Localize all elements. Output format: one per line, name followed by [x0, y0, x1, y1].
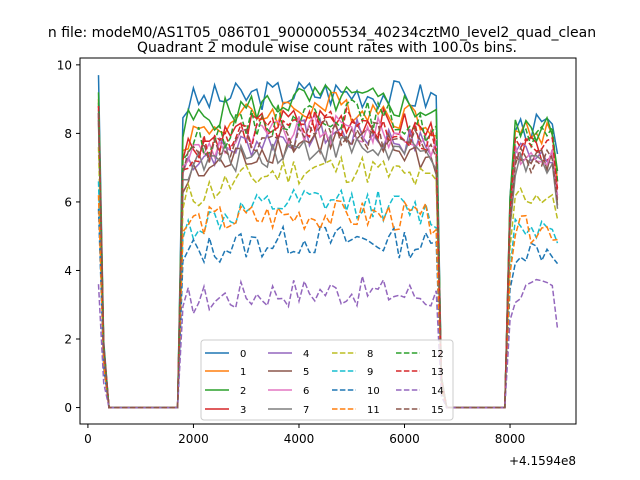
- x-tick-label-0: 0: [84, 432, 92, 446]
- legend-item-12: 12: [396, 349, 444, 360]
- x-tick-label-6000: 6000: [389, 432, 420, 446]
- y-tick-label-6: 6: [64, 195, 72, 209]
- legend-label-5: 5: [303, 367, 309, 378]
- axes-frame: [79, 57, 577, 425]
- legend-label-6: 6: [303, 386, 309, 397]
- legend-label-7: 7: [303, 405, 309, 416]
- x-tick-label-2000: 2000: [178, 432, 209, 446]
- legend-label-14: 14: [431, 386, 444, 397]
- legend-item-2: 2: [205, 386, 246, 397]
- y-tick-label-2: 2: [64, 333, 72, 347]
- figure-suptitle: n file: modeM0/AS1T05_086T01_9000005534_…: [48, 25, 596, 41]
- x-tick-label-4000: 4000: [284, 432, 315, 446]
- x-offset-label: +4.1594e8: [509, 454, 576, 468]
- legend-label-9: 9: [367, 367, 373, 378]
- y-tick-label-8: 8: [64, 127, 72, 141]
- legend-item-0: 0: [205, 349, 246, 360]
- legend-frame: [200, 339, 454, 421]
- legend-label-4: 4: [303, 349, 309, 360]
- legend-label-0: 0: [240, 349, 246, 360]
- x-axis: 0 2000 4000 6000 8000: [84, 424, 525, 446]
- legend-label-10: 10: [367, 386, 380, 397]
- legend-item-11: 11: [332, 405, 380, 416]
- legend-label-3: 3: [240, 405, 246, 416]
- series-layer: [97, 75, 559, 409]
- y-tick-label-10: 10: [57, 58, 72, 72]
- legend-label-12: 12: [431, 349, 444, 360]
- legend-item-15: 15: [396, 405, 444, 416]
- chart-title: Quadrant 2 module wise count rates with …: [137, 40, 517, 56]
- legend-item-1: 1: [205, 367, 246, 378]
- legend-label-15: 15: [431, 405, 444, 416]
- y-tick-label-0: 0: [64, 401, 72, 415]
- legend-item-9: 9: [332, 367, 373, 378]
- legend-label-2: 2: [240, 386, 246, 397]
- series-line-15: [97, 112, 559, 409]
- legend-item-8: 8: [332, 349, 373, 360]
- y-axis: 0 2 4 6 8 10: [57, 58, 80, 415]
- legend-item-7: 7: [268, 405, 309, 416]
- legend-item-14: 14: [396, 386, 444, 397]
- y-tick-label-4: 4: [64, 264, 72, 278]
- legend-label-8: 8: [367, 349, 373, 360]
- legend-item-3: 3: [205, 405, 246, 416]
- x-tick-label-8000: 8000: [495, 432, 526, 446]
- legend-item-10: 10: [332, 386, 380, 397]
- legend-label-11: 11: [367, 405, 380, 416]
- legend-label-1: 1: [240, 367, 246, 378]
- legend-item-4: 4: [268, 349, 309, 360]
- legend-item-6: 6: [268, 386, 309, 397]
- legend-label-13: 13: [431, 367, 444, 378]
- legend-item-13: 13: [396, 367, 444, 378]
- legend-item-5: 5: [268, 367, 309, 378]
